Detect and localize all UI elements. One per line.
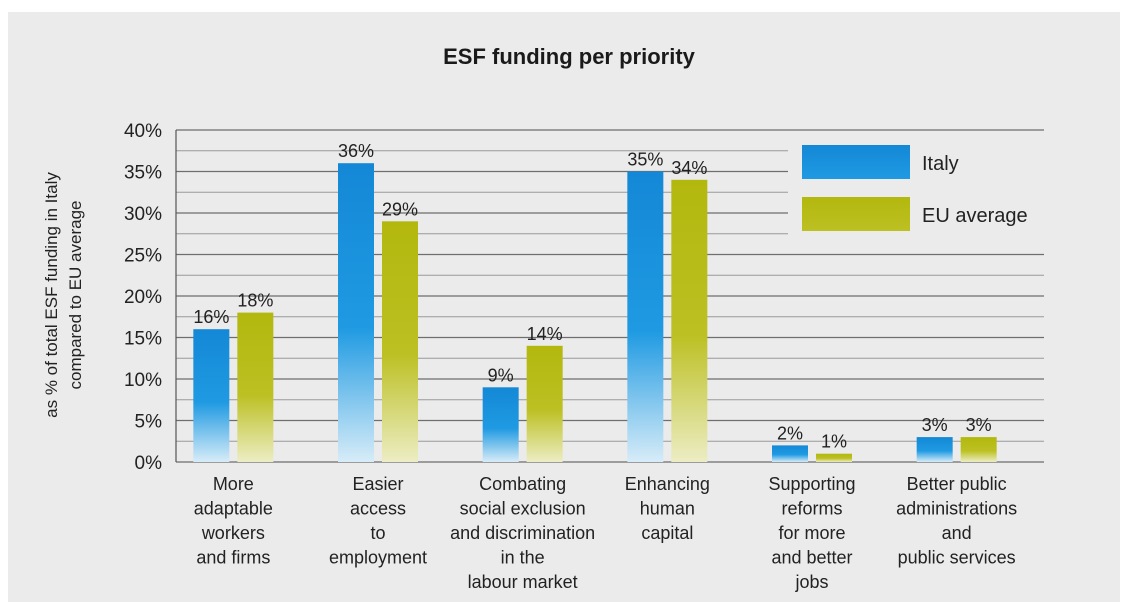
category-label-line: for more [778,523,845,543]
bars [193,163,997,463]
bar-value-label: 34% [671,158,707,178]
bar-value-label: 2% [777,423,803,443]
bar-eu-average [816,453,852,462]
chart-frame [8,12,1120,602]
legend-label: EU average [922,205,1028,227]
category-label-line: in the [501,548,545,568]
legend-swatch-italy [802,145,910,179]
y-axis-label-line: as % of total ESF funding in Italy [42,172,61,418]
chart-title: ESF funding per priority [443,44,696,69]
category-label-line: Supporting [768,474,855,494]
category-label-line: to [370,523,385,543]
bar-value-label: 3% [922,415,948,435]
bar-value-label: 14% [527,324,563,344]
bar-value-label: 29% [382,199,418,219]
category-label-line: Enhancing [625,474,710,494]
category-label-line: adaptable [194,499,273,519]
y-tick-label: 35% [124,163,162,184]
category-label-line: and [942,523,972,543]
bar-italy [193,329,230,462]
bar-value-label: 16% [193,307,229,327]
y-tick-label: 40% [124,121,162,142]
bar-value-label: 18% [237,291,273,311]
bar-eu-average [671,179,708,463]
bar-italy [627,171,664,462]
bar-italy [916,437,953,462]
y-axis-label: as % of total ESF funding in Italy compar… [42,172,85,418]
category-label-line: More [213,474,254,494]
bar-italy [482,387,519,462]
y-tick-label: 0% [135,453,163,474]
legend: Italy EU average [788,136,1044,246]
y-tick-label: 15% [124,329,162,350]
bar-italy [338,163,374,462]
category-label-line: social exclusion [460,499,586,519]
category-label-line: capital [641,523,693,543]
y-tick-label: 5% [135,412,163,433]
y-tick-label: 30% [124,204,162,225]
category-label-line: workers [201,523,265,543]
bar-eu-average [382,221,418,462]
value-labels: 16% 18% 36% 29% 9% 14% 35% 34% 2% 1% 3% 3% [193,141,991,452]
bar-value-label: 36% [338,141,374,161]
y-tick-label: 20% [124,287,162,308]
category-label-line: reforms [781,499,842,519]
y-axis-label-line: compared to EU average [66,201,85,390]
y-tick-label: 10% [124,370,162,391]
bar-eu-average [960,437,997,462]
bar-value-label: 1% [821,432,847,452]
bar-italy [772,445,808,462]
y-axis-ticks: 0% 5% 10% 15% 20% 25% 30% 35% 40% [124,121,162,474]
bar-value-label: 35% [627,150,663,170]
category-label-line: Easier [352,474,403,494]
bar-eu-average [526,345,563,462]
category-label-line: and firms [196,548,270,568]
category-label-line: and discrimination [450,523,595,543]
category-label-line: administrations [896,499,1017,519]
category-labels: More adaptable workers and firms Easier acces… [194,474,1017,592]
category-label-line: human [640,499,695,519]
grid-lines [175,129,1044,463]
category-label-line: Combating [479,474,566,494]
category-label-line: jobs [794,572,828,592]
category-label-line: labour market [468,572,578,592]
category-label-line: Better public [907,474,1007,494]
category-label-line: access [350,499,406,519]
bar-eu-average [237,312,274,462]
y-tick-label: 25% [124,246,162,267]
bar-value-label: 3% [966,415,992,435]
category-label-line: and better [771,548,852,568]
bar-value-label: 9% [488,365,514,385]
legend-swatch-eu-average [802,197,910,231]
category-label-line: public services [898,548,1016,568]
category-label-line: employment [329,548,427,568]
legend-label: Italy [922,153,959,175]
